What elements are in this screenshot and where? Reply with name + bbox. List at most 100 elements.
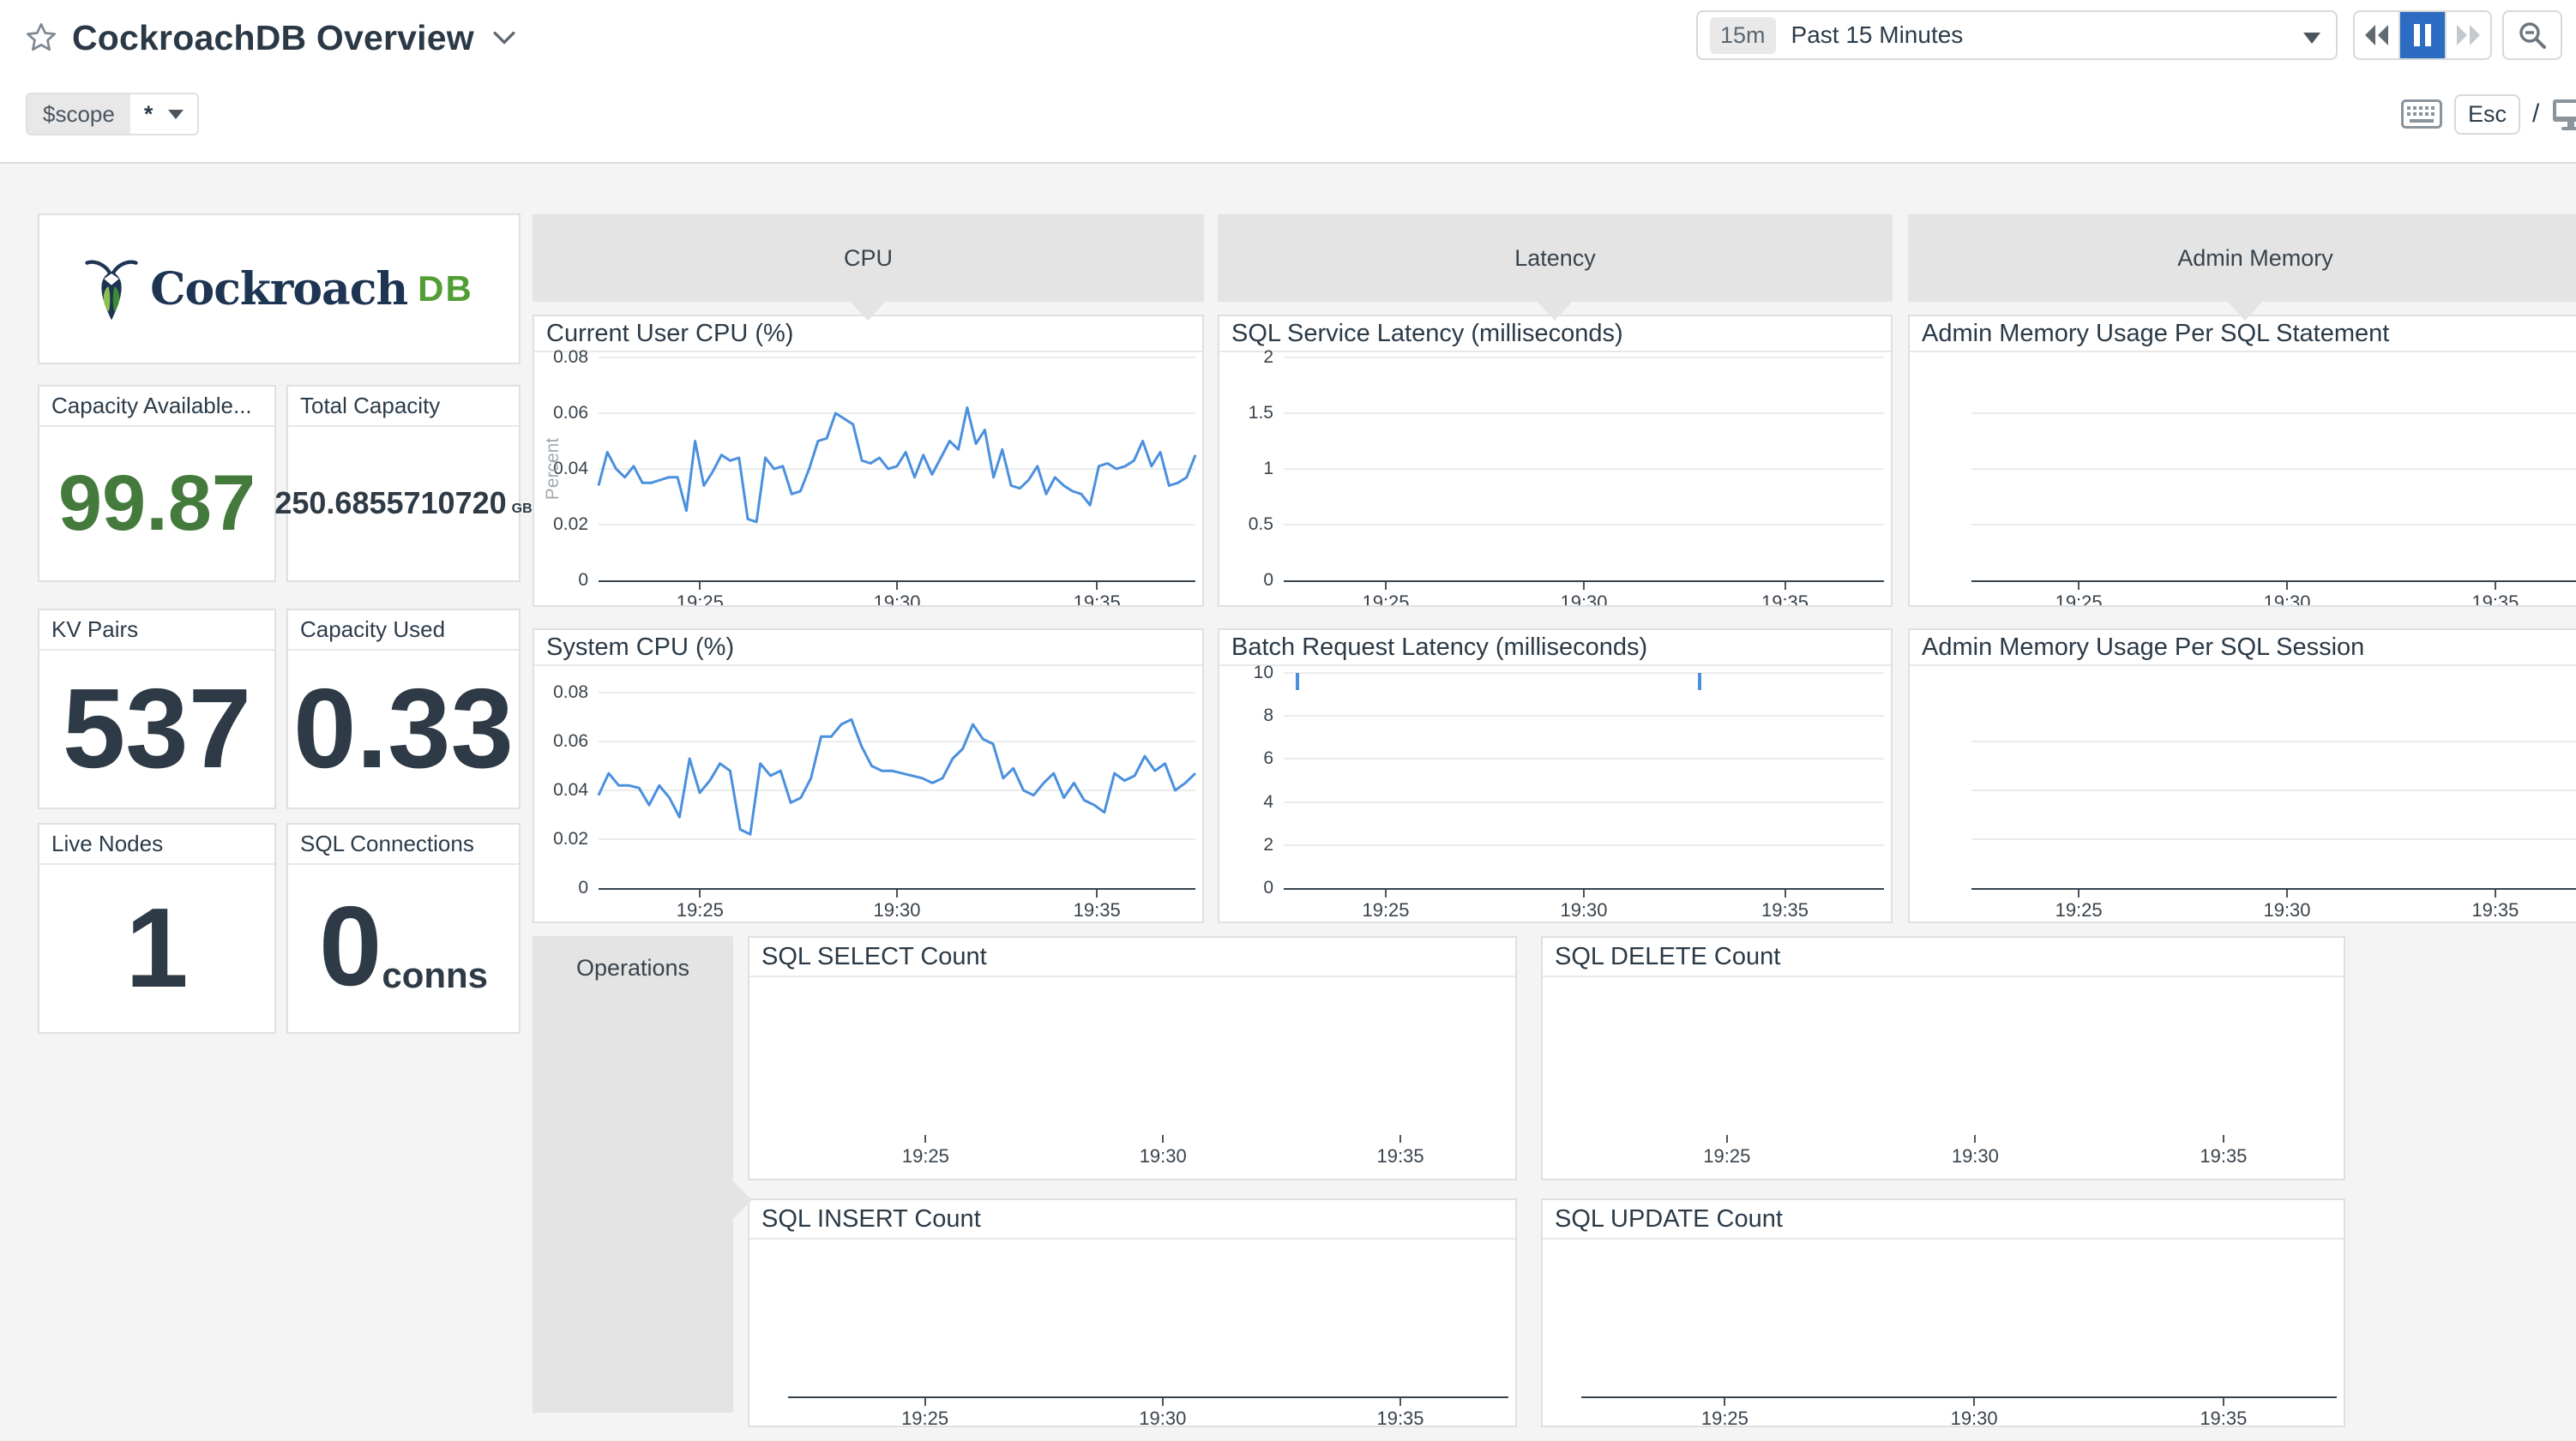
line-series: [597, 406, 1197, 524]
x-tick-mark: [2494, 890, 2496, 898]
y-axis-label: 0: [578, 878, 588, 898]
grid-line: [599, 412, 1195, 414]
x-tick-mark: [1973, 1398, 1976, 1406]
time-range-select[interactable]: 15m Past 15 Minutes: [1696, 10, 2338, 60]
x-tick-mark: [2286, 890, 2288, 898]
y-axis-label: 0.08: [553, 682, 588, 702]
section-header-cpu: CPU: [533, 214, 1204, 302]
y-axis-label: 10: [1253, 663, 1273, 682]
y-axis-label: 0: [1263, 570, 1273, 590]
chart-plot-area[interactable]: 19:25 19:30 19:35: [1910, 663, 2576, 922]
stat-card-capacity-available[interactable]: Capacity Available... 99.87: [38, 385, 276, 582]
grid-line: [1284, 672, 1884, 674]
grid-line: [1284, 357, 1884, 358]
chart-plot-area[interactable]: 19:25 19:30 19:35: [1543, 1238, 2344, 1426]
grid-line: [1284, 524, 1884, 525]
chart-title: Current User CPU (%): [534, 316, 1202, 352]
y-axis-label: 0.02: [553, 829, 588, 849]
esc-key-badge[interactable]: Esc: [2454, 93, 2521, 135]
x-axis-line: [599, 888, 1195, 890]
chart-plot-area[interactable]: 19:25 19:30 19:35: [749, 976, 1515, 1179]
x-tick-mark: [924, 1398, 926, 1406]
chart-plot-area[interactable]: 19:25 19:30 19:35: [1910, 349, 2576, 605]
y-axis-label: 0: [578, 570, 588, 590]
x-tick-mark: [896, 890, 898, 898]
x-tick-mark: [1162, 1135, 1165, 1143]
chart-plot-area[interactable]: 10 8 6 4 2 0 19:25 19:30 19:35: [1219, 663, 1891, 922]
chart-card-current-user-cpu: Current User CPU (%) 0.08 0.06 0.04 0.02 0 19…: [533, 315, 1204, 607]
forward-button[interactable]: [2447, 12, 2490, 58]
zoom-out-button[interactable]: [2502, 10, 2562, 60]
x-tick-label: 19:25: [2055, 899, 2103, 921]
y-axis-label: 0.02: [553, 514, 588, 534]
rewind-button[interactable]: [2355, 12, 2401, 58]
stat-card-title: Capacity Available...: [39, 387, 274, 427]
grid-line: [1284, 715, 1884, 717]
chart-card-admin-memory-statement: Admin Memory Usage Per SQL Statement 19:…: [1908, 315, 2576, 607]
x-tick-mark: [2222, 1135, 2224, 1143]
monitor-icon[interactable]: [2551, 97, 2576, 131]
x-tick-label: 19:35: [1376, 1145, 1424, 1167]
grid-line: [599, 692, 1195, 693]
grid-line: [1284, 468, 1884, 470]
y-axis-label: 0.06: [553, 731, 588, 751]
chevron-down-icon[interactable]: [493, 30, 515, 45]
x-tick-label: 19:30: [1139, 1145, 1187, 1167]
chart-title: Batch Request Latency (milliseconds): [1219, 630, 1891, 666]
stat-card-capacity-used[interactable]: Capacity Used 0.33: [286, 609, 521, 809]
x-tick-mark: [1161, 1398, 1164, 1406]
x-tick-label: 19:30: [1951, 1145, 1999, 1167]
x-axis-line: [1284, 580, 1884, 582]
chart-title: Admin Memory Usage Per SQL Statement: [1910, 316, 2576, 352]
x-tick-label: 19:30: [2263, 591, 2311, 605]
scope-value-text: *: [143, 100, 153, 127]
time-range-badge: 15m: [1710, 16, 1776, 54]
x-tick-label: 19:30: [873, 591, 921, 605]
chart-plot-area[interactable]: 0.08 0.06 0.04 0.02 0 19:25 19:30 19:35 Percent: [534, 349, 1202, 605]
chart-plot-area[interactable]: 19:25 19:30 19:35: [749, 1238, 1515, 1426]
star-icon[interactable]: [24, 21, 58, 55]
fast-forward-icon: [2457, 25, 2481, 45]
stat-card-kv-pairs[interactable]: KV Pairs 537: [38, 609, 276, 809]
y-axis-label: 0.04: [553, 459, 588, 478]
x-tick-mark: [1974, 1135, 1977, 1143]
x-tick-mark: [1725, 1135, 1728, 1143]
y-axis-label: 0.06: [553, 403, 588, 423]
stat-value: 0.33: [293, 664, 514, 791]
x-tick-label: 19:25: [901, 1145, 949, 1167]
section-notch: [1536, 300, 1574, 321]
chart-title: SQL SELECT Count: [749, 938, 1515, 977]
stat-card-title: Live Nodes: [39, 825, 274, 865]
template-variable-scope[interactable]: $scope *: [26, 93, 200, 135]
x-tick-mark: [1583, 890, 1585, 898]
x-axis-line: [788, 1396, 1508, 1398]
y-axis-label: 2: [1263, 349, 1273, 367]
x-tick-label: 19:30: [1139, 1408, 1187, 1426]
scope-variable-value[interactable]: *: [129, 94, 198, 134]
pause-button[interactable]: [2400, 12, 2447, 58]
x-tick-mark: [2222, 1398, 2224, 1406]
x-tick-mark: [1784, 890, 1786, 898]
chart-card-sql-update-count: SQL UPDATE Count 19:25 19:30 19:35: [1541, 1198, 2345, 1427]
magnifier-minus-icon: [2519, 22, 2546, 49]
stat-card-title: Capacity Used: [288, 610, 519, 651]
y-axis-label: 4: [1263, 791, 1273, 812]
scope-variable-name: $scope: [27, 94, 130, 134]
chart-plot-area[interactable]: 2 1.5 1 0.5 0 19:25 19:30 19:35: [1219, 349, 1891, 605]
stat-card-total-capacity[interactable]: Total Capacity 250.6855710720 GB: [274, 385, 533, 582]
section-notch: [849, 300, 887, 321]
stat-card-live-nodes[interactable]: Live Nodes 1: [38, 823, 276, 1034]
x-tick-label: 19:35: [2471, 591, 2519, 605]
chart-plot-area[interactable]: 0.08 0.06 0.04 0.02 0 19:25 19:30 19:35: [534, 663, 1202, 922]
y-axis-label: 6: [1263, 748, 1273, 769]
section-panel-operations: Operations: [533, 936, 733, 1413]
x-tick-mark: [1399, 1398, 1401, 1406]
chart-plot-area[interactable]: 19:25 19:30 19:35: [1543, 976, 2344, 1179]
stat-card-sql-connections[interactable]: SQL Connections 0 conns: [286, 823, 521, 1034]
chart-card-sql-delete-count: SQL DELETE Count 19:25 19:30 19:35: [1541, 936, 2345, 1180]
top-bar: CockroachDB Overview 15m Past 15 Minutes: [0, 0, 2576, 164]
keyboard-icon[interactable]: [2401, 99, 2442, 129]
chart-title: System CPU (%): [534, 630, 1202, 666]
x-tick-mark: [896, 582, 898, 590]
stat-value: 0: [318, 883, 382, 1009]
